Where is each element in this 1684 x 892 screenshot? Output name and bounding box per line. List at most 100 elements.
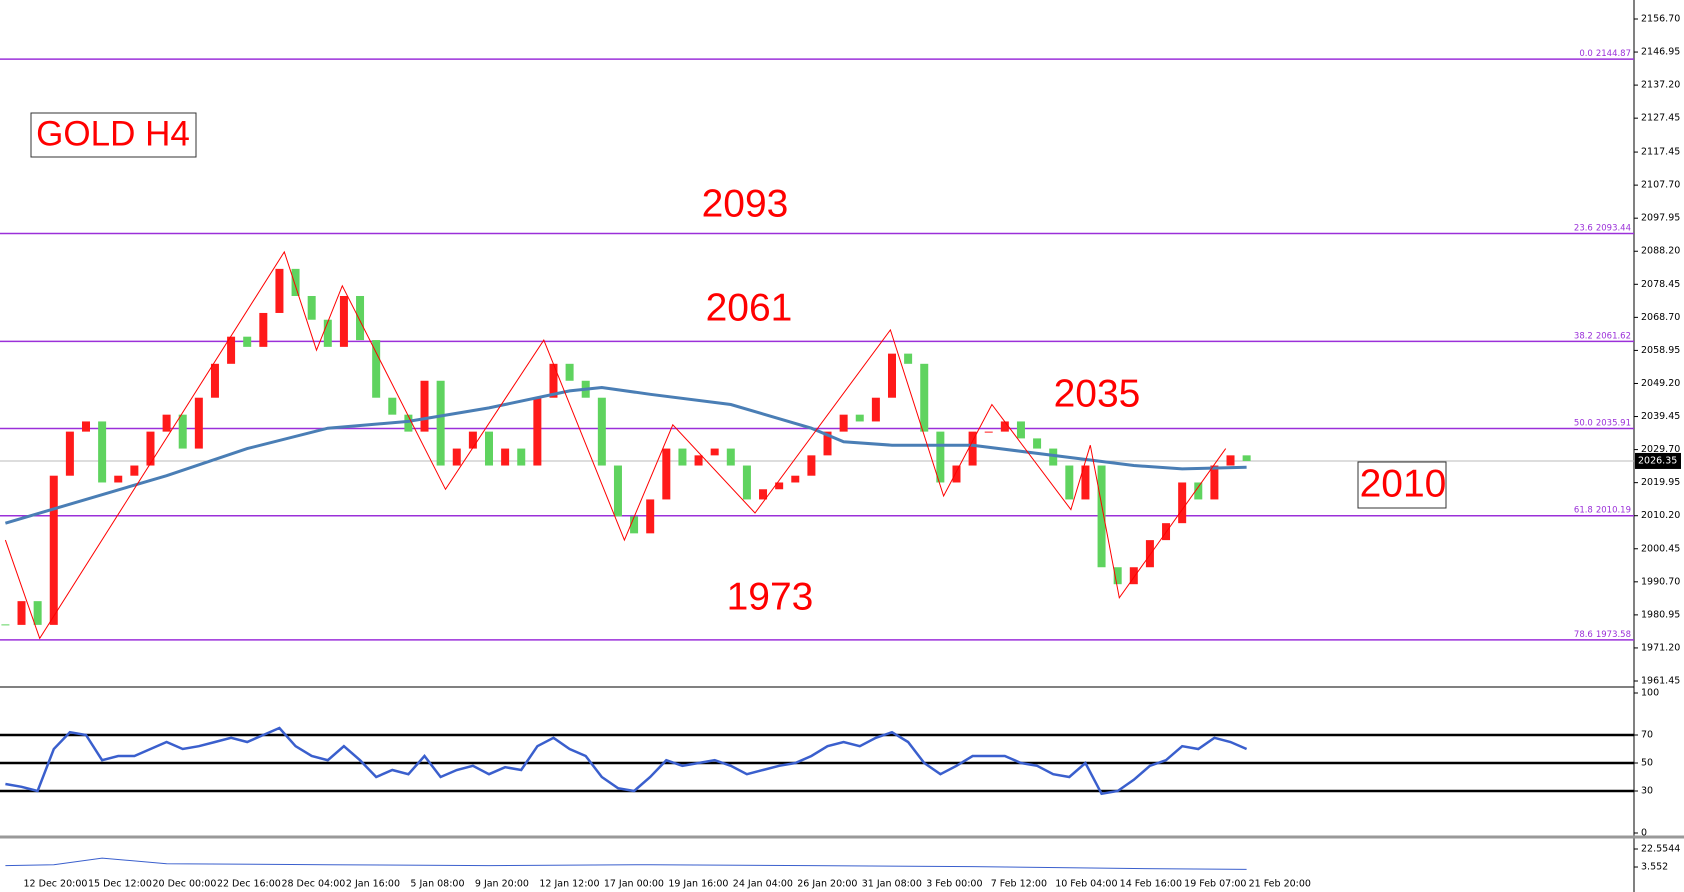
candle xyxy=(1,624,10,626)
candle xyxy=(356,295,365,341)
candle xyxy=(307,295,316,320)
y-tick-label: 50 xyxy=(1641,758,1653,769)
fib-ratio: 50.0 xyxy=(1574,418,1593,428)
annotation: 2093 xyxy=(702,182,789,225)
annotation: 2035 xyxy=(1054,372,1141,415)
candle xyxy=(1226,455,1235,466)
candle xyxy=(807,455,816,476)
x-tick-label: 31 Jan 08:00 xyxy=(862,879,922,890)
fib-price: 2061.62 xyxy=(1596,331,1631,341)
annotation: 2061 xyxy=(706,286,793,329)
y-tick-label: 2156.70 xyxy=(1641,13,1680,24)
candle xyxy=(839,414,848,432)
candle xyxy=(501,448,510,466)
y-tick-label: 2146.95 xyxy=(1641,47,1680,58)
candle xyxy=(726,448,735,466)
x-tick-label: 28 Dec 04:00 xyxy=(281,879,345,890)
candle xyxy=(1178,482,1187,524)
candle xyxy=(162,414,171,432)
candle xyxy=(243,336,252,347)
y-tick-label: 30 xyxy=(1641,786,1653,797)
indicator-line xyxy=(5,857,1247,870)
candle xyxy=(855,414,864,422)
candle xyxy=(404,414,413,432)
candle xyxy=(775,482,784,490)
candle xyxy=(146,431,155,466)
candle xyxy=(678,448,687,466)
candle xyxy=(227,336,236,364)
candle xyxy=(904,353,913,364)
candle xyxy=(468,431,477,449)
title-box xyxy=(30,112,197,158)
y-tick-label: 70 xyxy=(1641,730,1653,741)
candle xyxy=(484,431,493,466)
moving-average xyxy=(4,385,1247,525)
y-tick-label: 2088.20 xyxy=(1641,246,1680,257)
x-tick-label: 3 Feb 00:00 xyxy=(926,879,982,890)
candle xyxy=(388,397,397,415)
x-tick-label: 26 Jan 20:00 xyxy=(797,879,857,890)
candle xyxy=(1145,540,1154,568)
fib-ratio: 61.8 xyxy=(1574,505,1593,515)
y-tick-label: 2117.45 xyxy=(1641,147,1680,158)
candle xyxy=(646,499,655,534)
candle xyxy=(130,465,139,476)
y-tick-label: 2107.70 xyxy=(1641,180,1680,191)
y-tick-label: 2137.20 xyxy=(1641,80,1680,91)
x-tick-label: 12 Dec 20:00 xyxy=(24,879,88,890)
candle xyxy=(436,380,445,466)
y-tick-label: 1980.95 xyxy=(1641,609,1680,620)
candle xyxy=(936,431,945,483)
candle xyxy=(887,353,896,398)
x-tick-label: 19 Jan 16:00 xyxy=(668,879,728,890)
x-tick-label: 10 Feb 04:00 xyxy=(1055,879,1117,890)
candle xyxy=(1194,482,1203,500)
y-tick-label: 2000.45 xyxy=(1641,543,1680,554)
annotation-box xyxy=(1357,461,1447,509)
x-tick-label: 20 Dec 00:00 xyxy=(152,879,216,890)
candle xyxy=(1129,567,1138,585)
candle xyxy=(210,363,219,398)
candle xyxy=(613,465,622,517)
y-tick-label: 3.552 xyxy=(1641,862,1668,873)
candle xyxy=(565,363,574,381)
fib-price: 2144.87 xyxy=(1596,49,1631,59)
candle xyxy=(420,380,429,432)
annotation: 2010 xyxy=(1360,462,1447,505)
candle xyxy=(323,319,332,347)
fib-label: 78.6 1973.58 xyxy=(1574,629,1631,639)
fib-ratio: 23.6 xyxy=(1574,223,1593,233)
candle xyxy=(1016,421,1025,439)
x-tick-label: 12 Jan 12:00 xyxy=(539,879,599,890)
candle xyxy=(275,268,284,313)
fib-label: 23.6 2093.44 xyxy=(1574,223,1631,233)
y-tick-label: 1971.20 xyxy=(1641,642,1680,653)
candle xyxy=(33,601,42,625)
fib-ratio: 0.0 xyxy=(1579,49,1593,59)
candle xyxy=(968,431,977,466)
x-tick-label: 21 Feb 20:00 xyxy=(1249,879,1311,890)
candle xyxy=(694,455,703,466)
current-price-label: 2026.35 xyxy=(1638,455,1677,466)
y-tick-label: 0 xyxy=(1641,828,1647,839)
candle xyxy=(823,431,832,456)
chart-title: GOLD H4 xyxy=(36,114,190,153)
candle xyxy=(759,489,768,500)
fib-ratio: 38.2 xyxy=(1574,331,1593,341)
candle xyxy=(742,465,751,500)
candle xyxy=(1049,448,1058,466)
y-tick-label: 2078.45 xyxy=(1641,279,1680,290)
x-tick-label: 7 Feb 12:00 xyxy=(991,879,1047,890)
candle xyxy=(82,421,90,432)
candle xyxy=(114,475,123,483)
y-tick-label: 1990.70 xyxy=(1641,576,1680,587)
x-tick-label: 14 Feb 16:00 xyxy=(1120,879,1182,890)
candle xyxy=(49,475,58,625)
x-tick-label: 19 Feb 07:00 xyxy=(1184,879,1246,890)
candle xyxy=(194,397,203,449)
x-tick-label: 15 Dec 12:00 xyxy=(88,879,152,890)
y-tick-label: 2019.95 xyxy=(1641,477,1680,488)
y-tick-label: 100 xyxy=(1641,688,1659,699)
candle xyxy=(1081,465,1090,500)
